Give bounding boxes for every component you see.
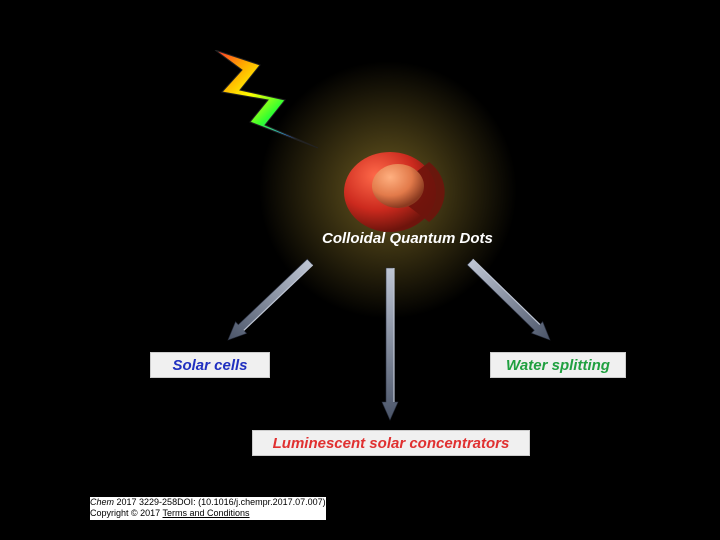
application-label-text: Luminescent solar concentrators bbox=[273, 435, 510, 452]
journal-name: Chem bbox=[90, 497, 114, 507]
citation-line2: Copyright © 2017 Terms and Conditions bbox=[90, 508, 326, 520]
terms-link[interactable]: Terms and Conditions bbox=[163, 508, 250, 518]
application-label-text: Water splitting bbox=[506, 357, 610, 374]
application-label: Water splitting bbox=[490, 352, 626, 378]
citation-line1: Chem 2017 3229-258DOI: (10.1016/j.chempr… bbox=[90, 497, 326, 509]
application-label-text: Solar cells bbox=[172, 357, 247, 374]
arrows-layer bbox=[90, 20, 630, 495]
citation-details: 2017 3229-258DOI: (10.1016/j.chempr.2017… bbox=[114, 497, 326, 507]
application-label: Solar cells bbox=[150, 352, 270, 378]
citation-footer: Chem 2017 3229-258DOI: (10.1016/j.chempr… bbox=[90, 497, 326, 520]
diagram-stage: Colloidal Quantum Dots Solar cellsWater … bbox=[90, 20, 630, 495]
application-label: Luminescent solar concentrators bbox=[252, 430, 530, 456]
copyright-text: Copyright © 2017 bbox=[90, 508, 163, 518]
